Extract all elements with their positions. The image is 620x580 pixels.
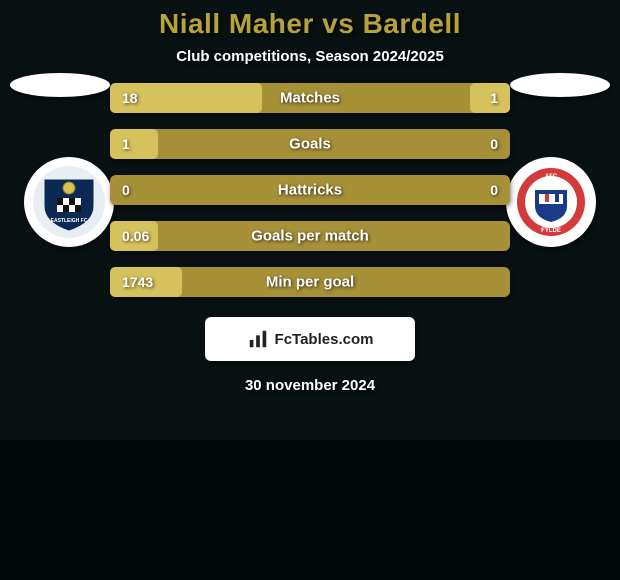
right-club-badge: AFC FYLDE bbox=[506, 157, 596, 247]
stat-value-left: 0 bbox=[122, 182, 130, 198]
svg-text:FYLDE: FYLDE bbox=[541, 228, 561, 234]
stat-label: Goals per match bbox=[251, 228, 369, 245]
page-title: Niall Maher vs Bardell bbox=[0, 8, 620, 40]
stat-row: 1 0 Goals bbox=[110, 129, 510, 159]
stat-label: Min per goal bbox=[266, 274, 354, 291]
stat-label: Hattricks bbox=[278, 182, 342, 199]
svg-text:EASTLEIGH FC: EASTLEIGH FC bbox=[51, 218, 88, 224]
stat-value-left: 1 bbox=[122, 136, 130, 152]
stat-value-right: 0 bbox=[490, 182, 498, 198]
svg-text:AFC: AFC bbox=[545, 174, 558, 180]
brand-text: FcTables.com bbox=[275, 331, 374, 348]
eastleigh-crest-icon: EASTLEIGH FC bbox=[39, 172, 99, 232]
stat-value-left: 0.06 bbox=[122, 228, 149, 244]
footer-date: 30 november 2024 bbox=[0, 377, 620, 394]
left-club-badge-inner: EASTLEIGH FC bbox=[33, 166, 105, 238]
stat-label: Matches bbox=[280, 90, 340, 107]
comparison-infographic: Niall Maher vs Bardell Club competitions… bbox=[0, 0, 620, 440]
afc-fylde-crest-icon: AFC FYLDE bbox=[515, 166, 587, 238]
left-country-ellipse bbox=[10, 73, 110, 97]
stat-value-left: 18 bbox=[122, 90, 138, 106]
right-club-badge-inner: AFC FYLDE bbox=[515, 166, 587, 238]
stat-value-right: 1 bbox=[490, 90, 498, 106]
page-subtitle: Club competitions, Season 2024/2025 bbox=[0, 48, 620, 65]
stat-row: 0 0 Hattricks bbox=[110, 175, 510, 205]
stat-row: 0.06 Goals per match bbox=[110, 221, 510, 251]
stat-row: 18 1 Matches bbox=[110, 83, 510, 113]
brand-footer: FcTables.com bbox=[205, 317, 415, 361]
left-club-badge: EASTLEIGH FC bbox=[24, 157, 114, 247]
content-area: EASTLEIGH FC AFC FYLDE 18 1 Matches 1 0 Goals… bbox=[0, 83, 620, 394]
stat-value-left: 1743 bbox=[122, 274, 153, 290]
stat-label: Goals bbox=[289, 136, 331, 153]
stats-bars: 18 1 Matches 1 0 Goals 0 0 Hattricks 0.06 Goals pe… bbox=[110, 83, 510, 297]
stat-fill-left bbox=[110, 129, 158, 159]
right-country-ellipse bbox=[510, 73, 610, 97]
bar-chart-icon bbox=[247, 328, 269, 350]
stat-value-right: 0 bbox=[490, 136, 498, 152]
stat-row: 1743 Min per goal bbox=[110, 267, 510, 297]
